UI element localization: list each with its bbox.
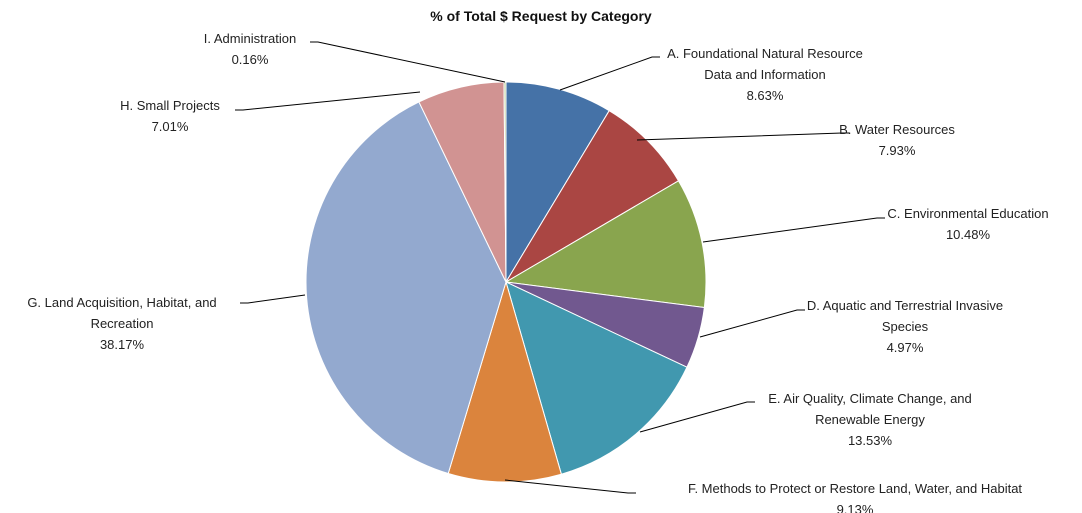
pie-slice xyxy=(504,180,707,309)
category-label: F. Methods to Protect or Restore Land, W… xyxy=(687,481,1023,496)
leader-line xyxy=(310,41,506,83)
category-label: I. Administration xyxy=(203,31,297,46)
category-label: H. Small Projects xyxy=(120,98,220,113)
leader-line xyxy=(702,217,885,243)
category-label: G. Land Acquisition, Habitat, and Recrea… xyxy=(27,295,217,331)
pie-slice xyxy=(505,109,680,283)
slice-label: F. Methods to Protect or Restore Land, W… xyxy=(630,478,1080,513)
leader-line xyxy=(636,132,850,141)
slice-label: G. Land Acquisition, Habitat, and Recrea… xyxy=(12,292,232,355)
chart-title: % of Total $ Request by Category xyxy=(430,8,652,24)
pie-slice xyxy=(447,280,562,483)
value-label: 8.63% xyxy=(746,88,784,103)
value-label: 10.48% xyxy=(945,227,991,242)
leader-line xyxy=(639,401,755,433)
value-label: 4.97% xyxy=(886,340,924,355)
pie-slice xyxy=(505,281,688,475)
slice-label: B. Water Resources 7.93% xyxy=(747,119,1047,161)
category-label: E. Air Quality, Climate Change, and Rene… xyxy=(768,391,972,427)
slice-label: H. Small Projects 7.01% xyxy=(20,95,320,137)
value-label: 38.17% xyxy=(99,337,145,352)
category-label: A. Foundational Natural Resource Data an… xyxy=(667,46,863,82)
slice-label: E. Air Quality, Climate Change, and Rene… xyxy=(753,388,988,451)
value-label: 13.53% xyxy=(847,433,893,448)
leader-line xyxy=(699,309,805,338)
leader-line xyxy=(559,56,660,91)
value-label: 0.16% xyxy=(231,52,269,67)
slice-label: D. Aquatic and Terrestrial Invasive Spec… xyxy=(790,295,1020,358)
value-label: 7.01% xyxy=(151,119,189,134)
pie-slice xyxy=(305,101,507,475)
leader-line xyxy=(504,479,636,494)
pie-slice xyxy=(505,81,610,284)
slice-label: I. Administration 0.16% xyxy=(100,28,400,70)
category-label: D. Aquatic and Terrestrial Invasive Spec… xyxy=(806,298,1004,334)
category-label: C. Environmental Education xyxy=(887,206,1049,221)
leader-line xyxy=(235,91,421,111)
value-label: 9.13% xyxy=(836,502,874,513)
category-label: B. Water Resources xyxy=(839,122,955,137)
value-label: 7.93% xyxy=(878,143,916,158)
slice-label: C. Environmental Education 10.48% xyxy=(818,203,1082,245)
leader-line xyxy=(240,294,306,304)
slice-label: A. Foundational Natural Resource Data an… xyxy=(658,43,873,106)
